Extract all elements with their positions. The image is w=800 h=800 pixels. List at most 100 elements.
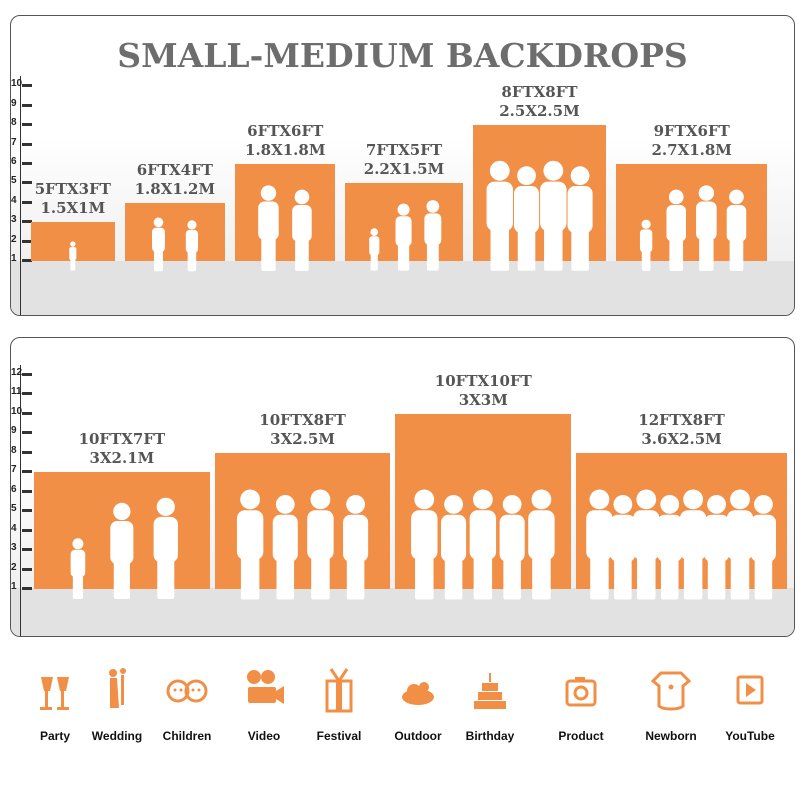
scale-tick: 6 bbox=[11, 483, 32, 495]
person-silhouette bbox=[539, 160, 567, 271]
person-silhouette bbox=[513, 166, 539, 271]
tick-label: 4 bbox=[11, 194, 17, 206]
tick-label: 9 bbox=[11, 425, 17, 436]
size-feet: 10FTX10FT bbox=[434, 371, 532, 390]
people-silhouettes bbox=[586, 489, 777, 599]
use-festival: Festival bbox=[304, 665, 374, 743]
backdrop-size-label: 6FTX6FT 1.8X1.8M bbox=[225, 122, 345, 160]
tick-label: 11 bbox=[11, 386, 22, 397]
large-panel: 1 2 3 4 5 6 7 8 9 10 11 12 10FTX7FT 3X2.1M 10FTX8FT 3X2… bbox=[10, 337, 795, 637]
tick-label: 2 bbox=[11, 233, 17, 245]
size-meters: 1.8X1.8M bbox=[245, 141, 326, 159]
tick-label: 6 bbox=[11, 483, 17, 495]
backdrop-size-label: 10FTX7FT 3X2.1M bbox=[24, 430, 220, 468]
person-silhouette bbox=[151, 217, 165, 271]
backdrop-size-label: 10FTX8FT 3X2.5M bbox=[205, 411, 401, 449]
scale-tick: 9 bbox=[11, 98, 32, 109]
person-silhouette bbox=[470, 489, 497, 599]
use-cases: Party Wedding Children Video Festival Outdoor… bbox=[0, 665, 800, 755]
scale-axis bbox=[20, 364, 21, 636]
people-silhouettes bbox=[69, 241, 77, 271]
size-meters: 1.8X1.2M bbox=[134, 179, 216, 198]
size-feet: 6FTX6FT bbox=[247, 122, 324, 140]
size-meters: 3.6X2.5M bbox=[641, 429, 722, 448]
size-feet: 8FTX8FT bbox=[501, 83, 578, 102]
scale-tick: 8 bbox=[11, 445, 32, 456]
use-video: Video bbox=[229, 665, 299, 743]
scale-tick: 2 bbox=[11, 233, 32, 245]
scale-axis bbox=[20, 76, 21, 315]
tick-label: 1 bbox=[11, 581, 17, 592]
size-feet: 5FTX3FT bbox=[34, 180, 111, 199]
panel-title: SMALL-MEDIUM BACKDROPS bbox=[117, 36, 688, 75]
use-wedding: Wedding bbox=[82, 665, 152, 743]
tick-label: 8 bbox=[11, 117, 17, 129]
scale-tick: 7 bbox=[11, 464, 32, 475]
tick-label: 3 bbox=[11, 542, 17, 553]
person-silhouette bbox=[70, 538, 86, 599]
use-youtube: YouTube bbox=[715, 665, 785, 743]
person-silhouette bbox=[696, 185, 718, 271]
person-silhouette bbox=[110, 502, 134, 599]
children-faces-icon bbox=[166, 679, 208, 703]
tick-label: 2 bbox=[11, 561, 17, 573]
person-silhouette bbox=[633, 489, 660, 599]
use-label: Product bbox=[558, 729, 604, 743]
tick-label: 7 bbox=[11, 464, 17, 475]
backdrop-size-label: 5FTX3FT 1.5X1M bbox=[21, 180, 125, 218]
scale-tick: 6 bbox=[11, 156, 32, 167]
scale-tick: 9 bbox=[11, 425, 32, 436]
people-silhouettes bbox=[236, 489, 368, 599]
person-silhouette bbox=[751, 494, 777, 599]
backdrop-6ftx6ft bbox=[235, 164, 336, 261]
use-newborn: Newborn bbox=[636, 665, 706, 743]
person-silhouette bbox=[342, 494, 368, 599]
person-silhouette bbox=[726, 489, 754, 599]
person-silhouette bbox=[680, 489, 707, 599]
play-button-icon bbox=[736, 675, 764, 705]
backdrop-6ftx4ft bbox=[124, 202, 226, 261]
people-silhouettes bbox=[369, 200, 442, 271]
tick-label: 5 bbox=[11, 503, 17, 514]
person-silhouette bbox=[500, 494, 526, 599]
size-feet: 9FTX6FT bbox=[653, 122, 730, 140]
size-meters: 3X2.1M bbox=[89, 449, 155, 467]
wedding-couple-icon bbox=[109, 668, 126, 708]
baby-onesie-icon bbox=[650, 671, 692, 711]
use-party: Party bbox=[20, 665, 90, 743]
scale-tick: 8 bbox=[11, 117, 32, 129]
scale-tick: 3 bbox=[11, 214, 32, 226]
use-children: Children bbox=[152, 665, 222, 743]
person-silhouette bbox=[69, 241, 77, 271]
scale-tick: 7 bbox=[11, 137, 32, 148]
people-silhouettes bbox=[151, 217, 198, 271]
use-label: Children bbox=[162, 729, 212, 743]
people-silhouettes bbox=[258, 185, 312, 271]
scale-tick: 3 bbox=[11, 542, 32, 553]
tick-label: 10 bbox=[11, 405, 23, 417]
people-silhouettes bbox=[486, 160, 593, 271]
backdrop-size-label: 8FTX8FT 2.5X2.5M bbox=[463, 83, 617, 121]
person-silhouette bbox=[185, 220, 198, 271]
scale-tick: 5 bbox=[11, 175, 32, 187]
person-silhouette bbox=[704, 494, 730, 599]
person-silhouette bbox=[666, 189, 687, 271]
tick-label: 5 bbox=[11, 175, 17, 187]
backdrop-size-label: 7FTX5FT 2.2X1.5M bbox=[335, 141, 472, 179]
person-silhouette bbox=[258, 185, 279, 271]
use-birthday: Birthday bbox=[455, 665, 525, 743]
tick-label: 1 bbox=[11, 253, 17, 264]
use-product: Product bbox=[546, 665, 616, 743]
use-label: Festival bbox=[316, 729, 362, 743]
use-outdoor: Outdoor bbox=[383, 665, 453, 743]
scale-tick: 1 bbox=[11, 253, 32, 264]
tick-label: 3 bbox=[11, 214, 17, 226]
size-meters: 2.7X1.8M bbox=[651, 141, 732, 159]
person-silhouette bbox=[727, 189, 747, 271]
person-silhouette bbox=[306, 489, 334, 599]
person-silhouette bbox=[486, 160, 513, 271]
people-silhouettes bbox=[411, 489, 556, 599]
camera-icon bbox=[565, 677, 597, 707]
person-silhouette bbox=[272, 494, 298, 599]
person-silhouette bbox=[411, 489, 438, 599]
